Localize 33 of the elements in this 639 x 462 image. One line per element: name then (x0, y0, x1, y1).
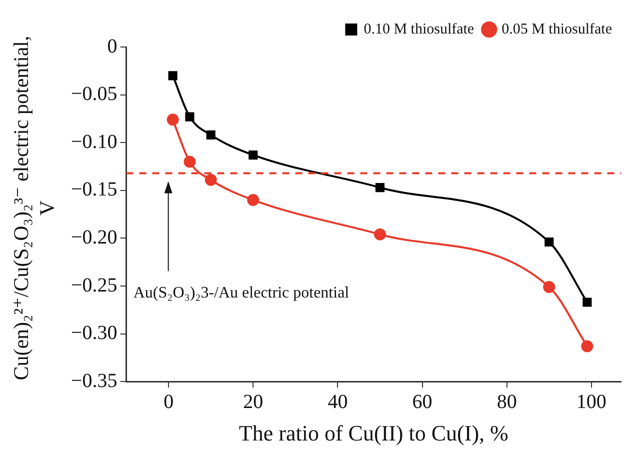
y-tick-label: −0.20 (71, 226, 118, 248)
legend-label: 0.05 M thiosulfate (502, 21, 612, 38)
legend-label: 0.10 M thiosulfate (364, 21, 474, 38)
point (374, 228, 386, 240)
point (543, 280, 556, 293)
x-axis-title: The ratio of Cu(II) to Cu(I), % (238, 420, 508, 446)
x-tick-label: 60 (412, 390, 432, 413)
point (581, 340, 594, 352)
point (184, 156, 196, 168)
point (185, 112, 194, 122)
point (247, 194, 260, 206)
y-axis-title: Cu(en)₂²⁺/Cu(S₂O₃)₂³⁻ electric potential, V (8, 34, 60, 382)
point (168, 71, 178, 80)
point (375, 182, 385, 192)
annotation: Au(S₂O₃)₂3-/Au electric potential (133, 284, 350, 302)
x-tick-label: 0 (164, 390, 174, 413)
y-tick-label: −0.25 (71, 274, 118, 296)
y-tick-label: −0.15 (71, 178, 118, 201)
point (204, 174, 217, 186)
point (544, 237, 554, 247)
x-tick-label: 40 (328, 390, 348, 413)
y-tick-label: 0 (107, 35, 118, 58)
point (248, 150, 258, 160)
y-tick-label: −0.35 (71, 370, 118, 392)
y-tick-label: −0.05 (71, 83, 118, 106)
y-tick-label: −0.10 (71, 130, 118, 153)
x-tick-label: 80 (496, 390, 517, 413)
x-tick-label: 20 (243, 390, 264, 413)
y-tick-label: −0.30 (71, 322, 118, 344)
point (206, 130, 216, 140)
point (582, 298, 592, 307)
point (166, 114, 179, 126)
x-tick-label: 100 (576, 390, 606, 413)
